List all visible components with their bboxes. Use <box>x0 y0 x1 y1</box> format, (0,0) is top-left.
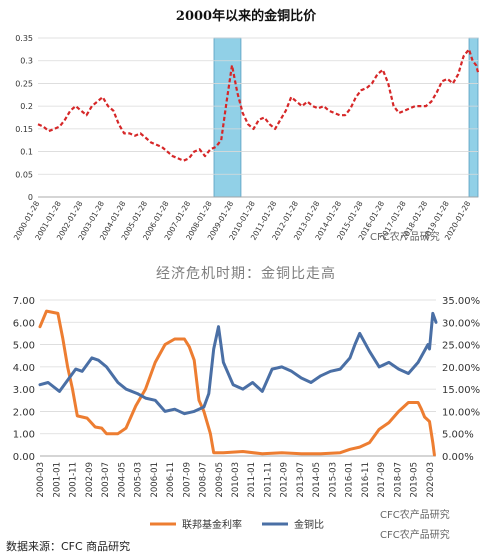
chart2-ytick-label: 6.00 <box>13 318 35 329</box>
chart2-y2tick-label: 35.00% <box>442 296 480 307</box>
chart2-y2tick-label: 20.00% <box>442 363 480 374</box>
chart1-ytick-label: 0.1 <box>20 148 33 157</box>
chart1-ytick-label: 0.3 <box>20 57 33 66</box>
gold-copper-ratio-chart: 2000年以来的金铜比价00.050.10.150.20.250.30.3520… <box>12 8 480 242</box>
chart2-xtick-label: 2004-05 <box>117 462 127 498</box>
chart2-xtick-label: 2015-03 <box>328 462 338 498</box>
crisis-gold-copper-chart: 经济危机时期：金铜比走高 0.00 1.00 2.00 3.00 4.00 5.00 6.00… <box>13 265 480 531</box>
chart2-xtick-label: 2000-03 <box>36 462 46 498</box>
chart1-series-line <box>37 48 480 162</box>
chart2-y2tick-label: 10.00% <box>442 407 480 418</box>
chart2-xtick-label: 2006-11 <box>166 462 176 498</box>
chart2-y2tick-label: 25.00% <box>442 341 480 352</box>
chart2-ytick-label: 0.00 <box>13 452 35 463</box>
chart2-xtick-label: 2002-09 <box>85 462 95 498</box>
chart1-ytick-label: 0 <box>28 193 33 202</box>
chart2-ytick-label: 2.00 <box>13 407 35 418</box>
chart2-ytick-label: 7.00 <box>13 296 35 307</box>
chart2-xtick-label: 2017-09 <box>377 462 387 498</box>
chart1-shaded-period-1 <box>213 37 242 198</box>
chart2-xtick-label: 2003-07 <box>101 462 111 498</box>
watermark-bottom-1: CFC农产品研究 <box>380 510 450 521</box>
chart1-title: 2000年以来的金铜比价 <box>176 8 317 24</box>
data-source-note: 数据来源：CFC 商品研究 <box>6 540 131 553</box>
chart1-ytick-label: 0.2 <box>20 102 33 111</box>
chart2-ytick-label: 1.00 <box>13 430 35 441</box>
chart2-xtick-label: 2001-11 <box>69 462 79 498</box>
chart1-ytick-label: 0.05 <box>15 170 33 179</box>
chart2-series-line-2 <box>38 311 438 416</box>
chart2-xtick-label: 2013-07 <box>296 462 306 498</box>
chart2-ytick-label: 5.00 <box>13 341 35 352</box>
chart2-xtick-label: 2014-05 <box>312 462 322 498</box>
chart1-ytick-label: 0.25 <box>15 79 33 88</box>
watermark-bottom-2: CFC农产品研究 <box>380 530 450 541</box>
chart2-y2tick-label: 5.00% <box>442 430 474 441</box>
chart2-xtick-label: 2016-11 <box>361 462 371 498</box>
chart2-y2tick-label: 15.00% <box>442 385 480 396</box>
chart2-xtick-label: 2016-01 <box>345 462 355 498</box>
chart2-xtick-label: 2012-09 <box>280 462 290 498</box>
watermark-top: CFC农产品研究 <box>370 232 440 243</box>
chart2-xtick-label: 2008-07 <box>199 462 209 498</box>
chart2-xtick-label: 2010-03 <box>231 462 241 498</box>
chart2-xtick-label: 2011-01 <box>247 462 257 498</box>
chart2-ytick-label: 3.00 <box>13 385 35 396</box>
chart2-series-line-1 <box>38 309 436 457</box>
chart2-xtick-label: 2018-07 <box>393 462 403 498</box>
chart2-y2tick-label: 0.00% <box>442 452 474 463</box>
chart2-xtick-label: 2007-09 <box>182 462 192 498</box>
chart2-xtick-label: 2009-05 <box>215 462 225 498</box>
chart2-ytick-label: 4.00 <box>13 363 35 374</box>
chart2-xtick-label: 2006-01 <box>150 462 160 498</box>
chart2-xtick-label: 2011-11 <box>263 462 273 498</box>
chart2-xtick-label: 2020-03 <box>426 462 436 498</box>
chart1-ytick-label: 0.15 <box>15 125 33 134</box>
chart2-legend-label-2: 金铜比 <box>294 518 324 531</box>
chart2-y2tick-label: 30.00% <box>442 318 480 329</box>
chart2-xtick-label: 2019-05 <box>410 462 420 498</box>
chart2-xtick-label: 2001-01 <box>52 462 62 498</box>
chart2-legend-label-1: 联邦基金利率 <box>182 518 242 531</box>
chart1-ytick-label: 0.35 <box>15 34 33 43</box>
chart1-shaded-period-2 <box>468 37 479 198</box>
chart2-title: 经济危机时期：金铜比走高 <box>156 265 336 282</box>
chart2-xtick-label: 2005-03 <box>134 462 144 498</box>
